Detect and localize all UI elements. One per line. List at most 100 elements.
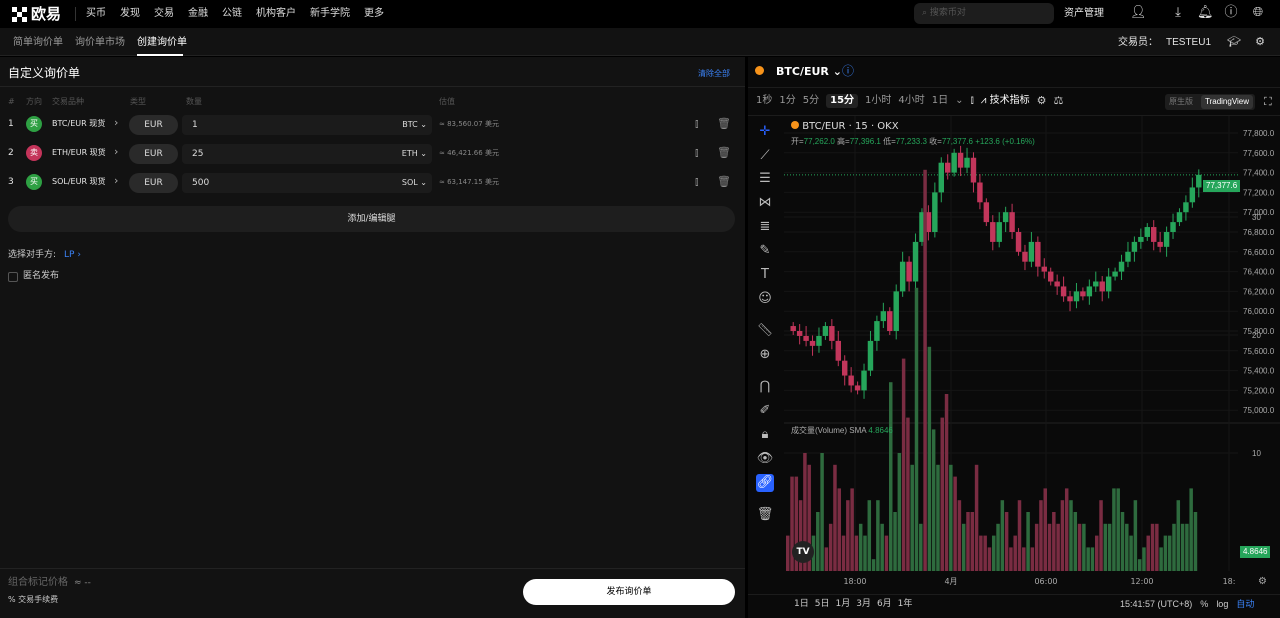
globe-icon[interactable]: 🌐︎ xyxy=(1252,5,1264,20)
candle-body xyxy=(867,340,874,371)
add-edit-legs-button[interactable]: 添加/编辑腿 xyxy=(8,206,735,232)
candle-body xyxy=(964,157,970,168)
range-2[interactable]: 1月 xyxy=(835,599,851,609)
type-selector[interactable]: EUR xyxy=(129,115,178,135)
candle-type-icon[interactable]: ⫾ xyxy=(970,95,974,106)
trash-icon[interactable]: 🗑︎ xyxy=(717,146,731,159)
nav-item[interactable]: 机构客户 xyxy=(256,8,297,19)
quantity-value: 500 xyxy=(192,178,210,188)
graduation-icon[interactable]: 🎓︎ xyxy=(1227,35,1241,48)
link-icon[interactable]: 🔗︎ xyxy=(756,474,774,492)
chevron-right-icon[interactable]: › xyxy=(114,116,119,129)
type-selector[interactable]: EUR xyxy=(129,144,178,164)
range-5[interactable]: 1年 xyxy=(897,599,913,609)
search-input[interactable]: ⌕ 搜索币对 xyxy=(914,3,1054,24)
help-icon[interactable]: ⓘ xyxy=(1224,5,1238,20)
fib-icon[interactable]: ≣ xyxy=(759,219,771,234)
zoom-in-icon[interactable]: ⊕ xyxy=(759,347,771,362)
emoji-icon[interactable]: ☺ xyxy=(758,291,772,306)
timeframe-0[interactable]: 1秒 xyxy=(756,95,773,106)
range-3[interactable]: 3月 xyxy=(856,599,871,609)
auto-toggle[interactable]: 自动 xyxy=(1236,599,1255,609)
crosshair-icon[interactable]: ✛ xyxy=(759,124,771,139)
trendline-icon[interactable]: ⟋ xyxy=(760,148,770,163)
indicators-button[interactable]: ⩘ 技术指标 xyxy=(980,95,1030,106)
view-native[interactable]: 原生版 xyxy=(1169,97,1193,106)
nav-item[interactable]: 金融 xyxy=(188,8,209,19)
nav-item[interactable]: 新手学院 xyxy=(310,8,351,19)
leg-number: 1 xyxy=(8,119,14,129)
text-icon[interactable]: T xyxy=(761,267,769,282)
eye-icon[interactable]: 👁︎ xyxy=(756,451,774,466)
side-badge[interactable]: 买 xyxy=(26,116,42,132)
anonymous-checkbox[interactable] xyxy=(8,272,18,282)
tradingview-logo[interactable]: TV xyxy=(792,541,814,563)
pattern-icon[interactable]: ⋈ xyxy=(758,195,772,210)
candle-body xyxy=(1189,187,1196,203)
nav-item[interactable]: 更多 xyxy=(364,8,385,19)
counterparty-selector[interactable]: LP › xyxy=(64,250,81,260)
chart-settings-icon[interactable]: ⚙ xyxy=(1036,94,1047,108)
price-chart[interactable]: 77,800.0 77,600.0 77,400.0 77,200.0 77,000.0… xyxy=(784,116,1280,596)
bell-icon[interactable]: 🔔︎ xyxy=(1197,5,1214,20)
volume-bar xyxy=(940,417,944,571)
percent-toggle[interactable]: % xyxy=(1200,599,1209,609)
parallel-lines-icon[interactable]: ☰ xyxy=(759,171,771,186)
trash-icon[interactable]: 🗑︎ xyxy=(717,175,731,188)
timeframe-6[interactable]: 1日 xyxy=(931,95,949,106)
chevron-right-icon[interactable]: › xyxy=(114,145,119,158)
type-selector[interactable]: EUR xyxy=(129,173,178,193)
axis-settings-icon[interactable]: ⚙ xyxy=(1258,576,1267,587)
logo[interactable]: 欧易 xyxy=(12,5,61,23)
compare-icon[interactable]: ⚖ xyxy=(1053,94,1064,108)
timeframe-3[interactable]: 15分 xyxy=(826,94,859,108)
chart-candles-icon[interactable]: ⫾ xyxy=(695,175,699,188)
timeframe-2[interactable]: 5分 xyxy=(802,95,820,106)
pair-selector[interactable]: BTC/EUR ⌄ xyxy=(776,65,842,78)
tab-simple-rfq[interactable]: 简单询价单 xyxy=(13,37,63,48)
quantity-input[interactable]: 1 BTC ⌄ xyxy=(182,115,432,135)
unit-selector[interactable]: BTC xyxy=(402,120,418,129)
assets-menu[interactable]: 资产管理 xyxy=(1064,8,1104,19)
trash-icon[interactable]: 🗑︎ xyxy=(717,117,731,130)
fullscreen-icon[interactable]: ⛶ xyxy=(1264,95,1272,108)
nav-item[interactable]: 买币 xyxy=(86,8,107,19)
gear-icon[interactable]: ⚙ xyxy=(1255,35,1265,48)
chart-candles-icon[interactable]: ⫾ xyxy=(695,117,699,130)
side-badge[interactable]: 卖 xyxy=(26,145,42,161)
submit-rfq-button[interactable]: 发布询价单 xyxy=(523,579,735,605)
user-icon[interactable]: 👤︎ xyxy=(1130,5,1147,20)
nav-item[interactable]: 交易 xyxy=(154,8,175,19)
chevron-down-icon[interactable]: ⌄ xyxy=(955,95,964,106)
download-icon[interactable]: ⤓ xyxy=(1175,5,1181,20)
log-toggle[interactable]: log xyxy=(1216,599,1229,609)
timeframe-4[interactable]: 1小时 xyxy=(865,95,892,106)
unit-selector[interactable]: SOL xyxy=(401,178,418,187)
range-0[interactable]: 1日 xyxy=(794,599,809,609)
nav-item[interactable]: 公链 xyxy=(222,8,243,19)
tab-rfq-market[interactable]: 询价单市场 xyxy=(75,37,125,48)
trash-icon[interactable]: 🗑︎ xyxy=(756,507,774,522)
volume-bar xyxy=(992,535,996,571)
ruler-icon[interactable]: 📏︎ xyxy=(756,323,774,338)
quantity-input[interactable]: 500 SOL ⌄ xyxy=(182,173,432,193)
quantity-input[interactable]: 25 ETH ⌄ xyxy=(182,144,432,164)
timeframe-1[interactable]: 1分 xyxy=(779,95,796,106)
unit-selector[interactable]: ETH xyxy=(401,149,418,158)
range-1[interactable]: 5日 xyxy=(814,599,830,609)
brush-icon[interactable]: ✎ xyxy=(759,243,771,258)
info-icon[interactable]: ⓘ xyxy=(842,64,855,78)
side-badge[interactable]: 买 xyxy=(26,174,42,190)
timeframe-5[interactable]: 4小时 xyxy=(898,95,925,106)
magnet-icon[interactable]: ⋂ xyxy=(759,379,771,394)
nav-item[interactable]: 发现 xyxy=(120,8,141,19)
range-4[interactable]: 6月 xyxy=(876,599,892,609)
view-tradingview[interactable]: TradingView xyxy=(1201,95,1254,109)
volume-bar xyxy=(1000,500,1005,571)
chart-candles-icon[interactable]: ⫾ xyxy=(695,146,699,159)
chevron-right-icon[interactable]: › xyxy=(114,174,119,187)
pencil-lock-icon[interactable]: ✐ xyxy=(759,403,771,418)
lock-icon[interactable]: 🔒︎ xyxy=(761,427,769,442)
tab-create-rfq[interactable]: 创建询价单 xyxy=(137,37,187,48)
clear-all-link[interactable]: 清除全部 xyxy=(698,69,730,78)
